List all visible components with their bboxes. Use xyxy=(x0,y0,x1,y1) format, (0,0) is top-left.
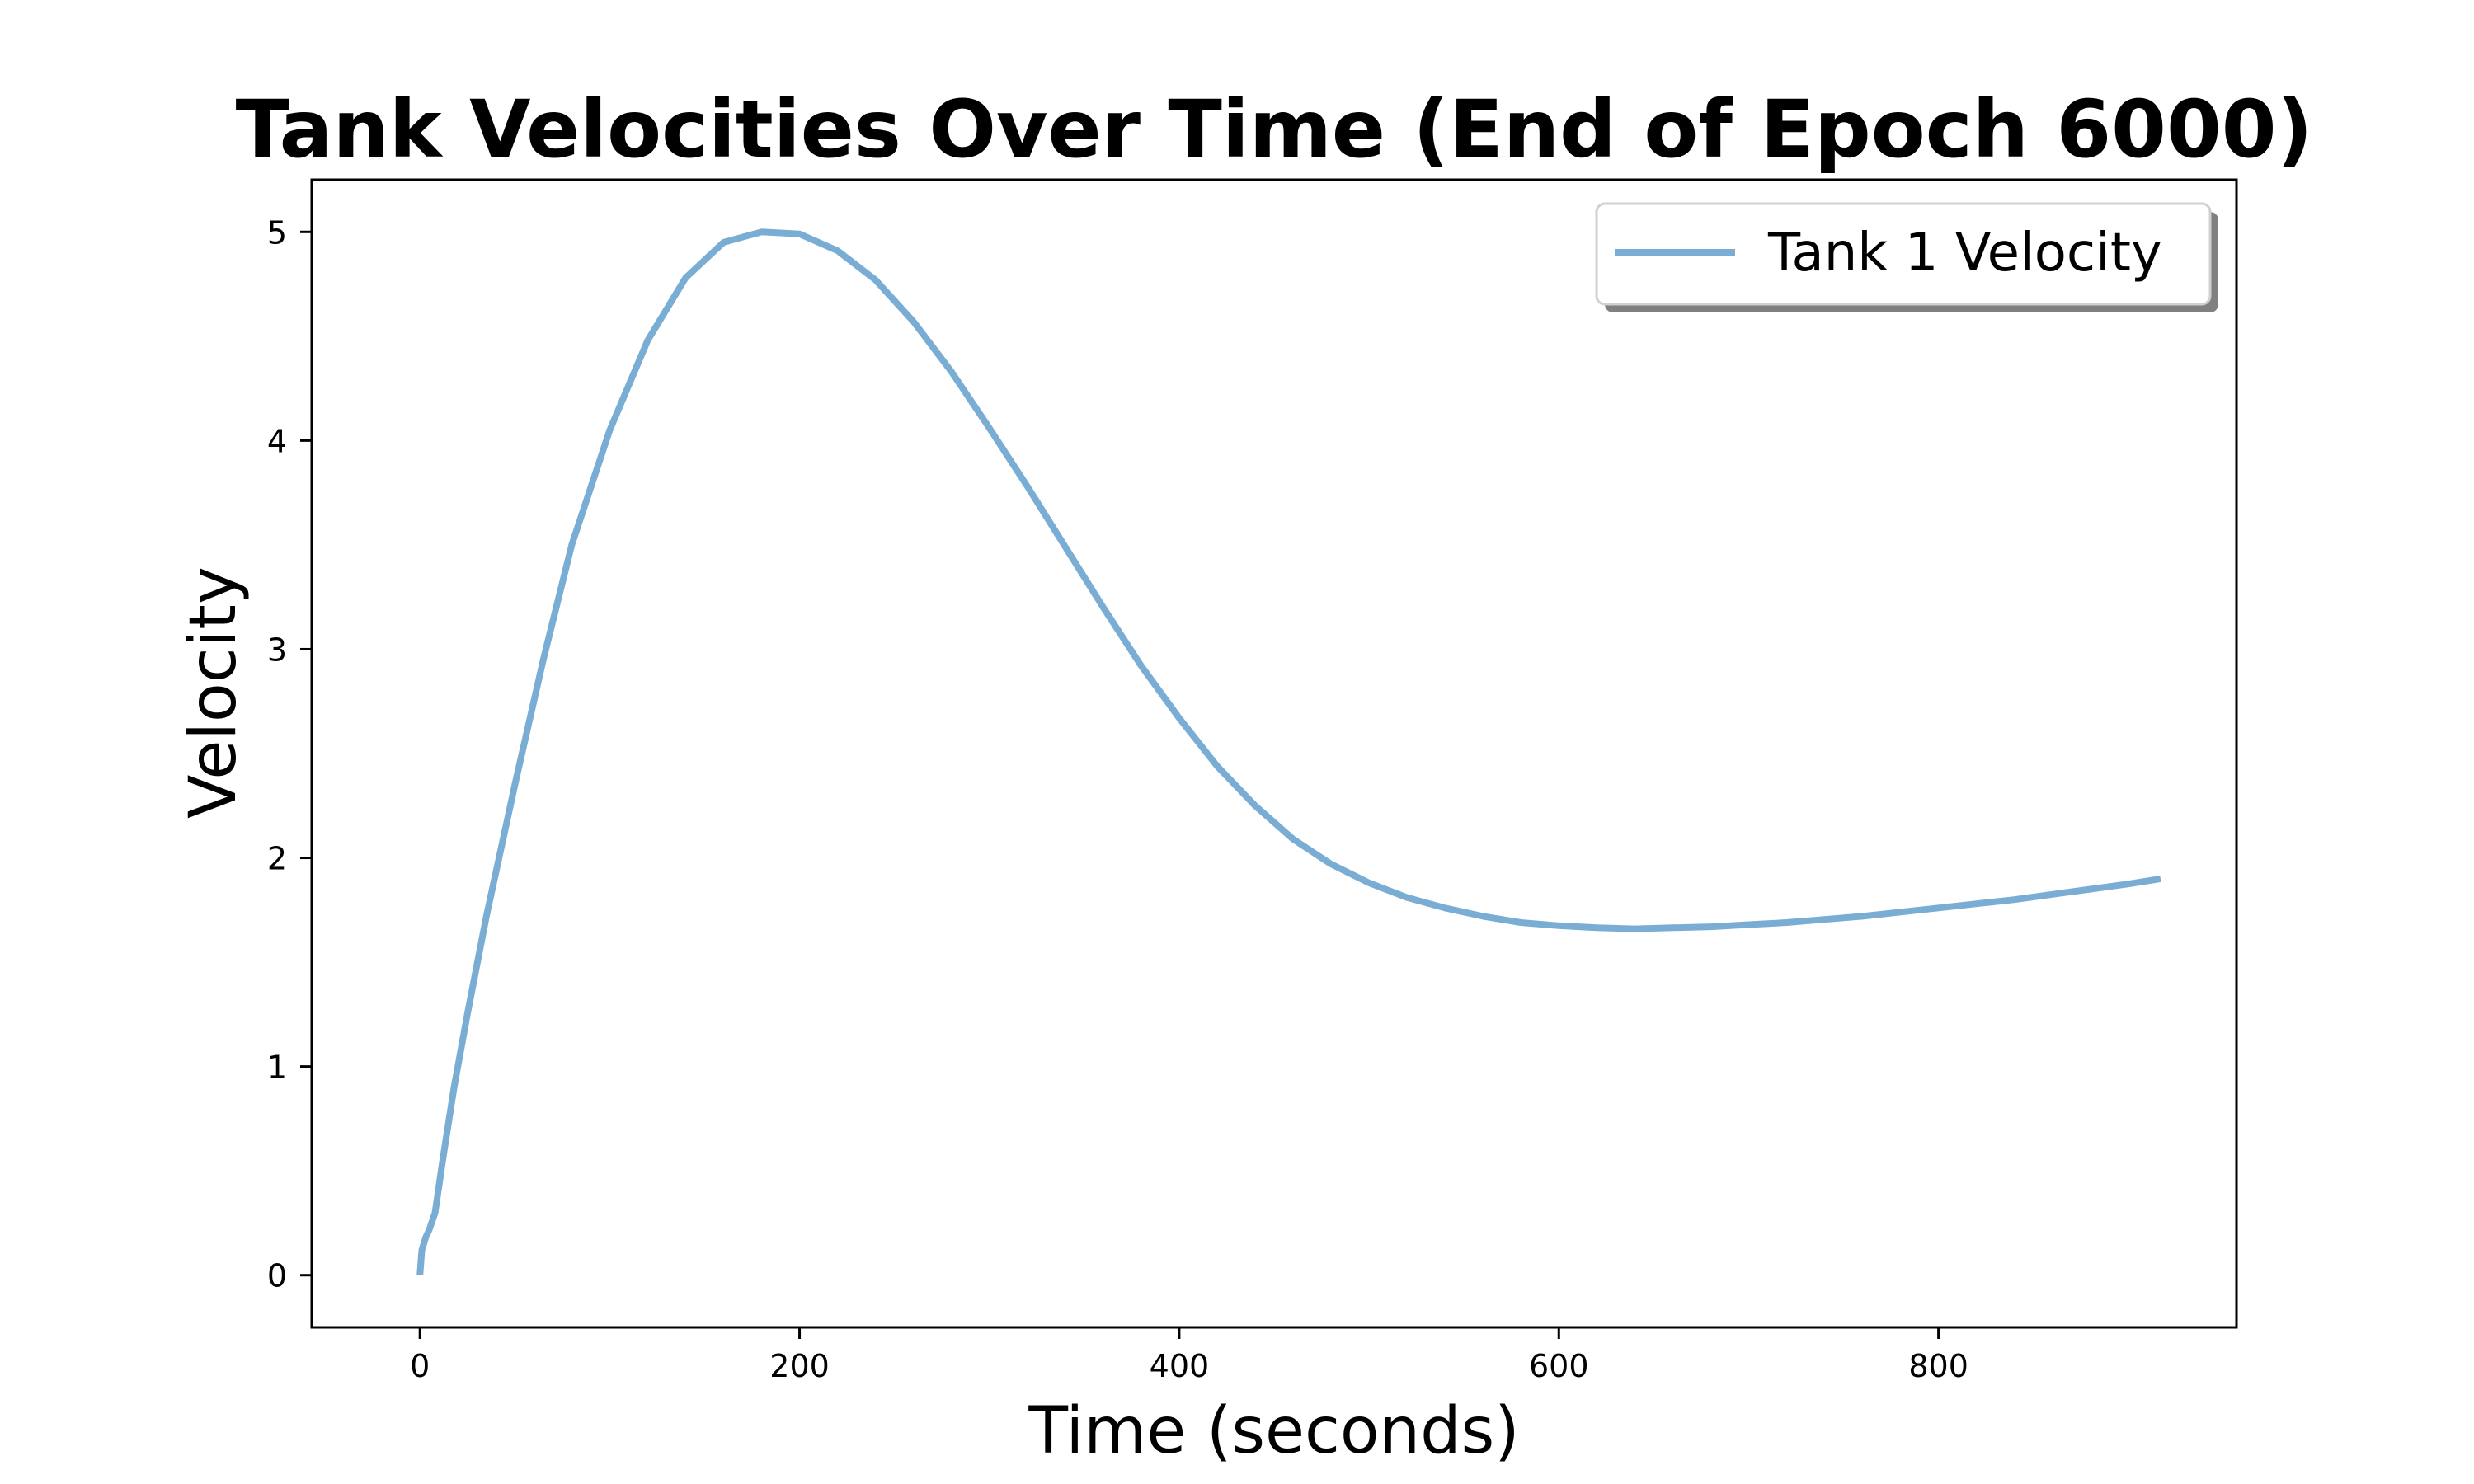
y-tick-label: 2 xyxy=(267,841,287,877)
y-tick-label: 3 xyxy=(267,632,287,668)
x-tick-label: 600 xyxy=(1529,1348,1589,1384)
y-tick-label: 4 xyxy=(267,423,287,459)
x-tick-label: 200 xyxy=(769,1348,830,1384)
x-tick-label: 400 xyxy=(1150,1348,1210,1384)
x-tick-label: 0 xyxy=(410,1348,430,1384)
chart-title: Tank Velocities Over Time (End of Epoch … xyxy=(236,83,2313,176)
legend-box xyxy=(1595,202,2212,306)
plot-area: 0 200 400 600 800 0 1 2 3 4 5 xyxy=(267,178,2238,1384)
y-axis-label: Velocity xyxy=(176,566,251,819)
y-tick-label: 0 xyxy=(267,1258,287,1294)
axes-frame xyxy=(310,178,2238,1329)
y-tick-label: 1 xyxy=(267,1050,287,1086)
x-tick-label: 800 xyxy=(1908,1348,1968,1384)
y-tick-label: 5 xyxy=(267,214,287,251)
legend: Tank 1 Velocity xyxy=(1595,202,2218,312)
legend-label: Tank 1 Velocity xyxy=(1767,223,2162,284)
x-axis-label: Time (seconds) xyxy=(1028,1394,1519,1468)
series-line-1 xyxy=(416,228,2161,1276)
